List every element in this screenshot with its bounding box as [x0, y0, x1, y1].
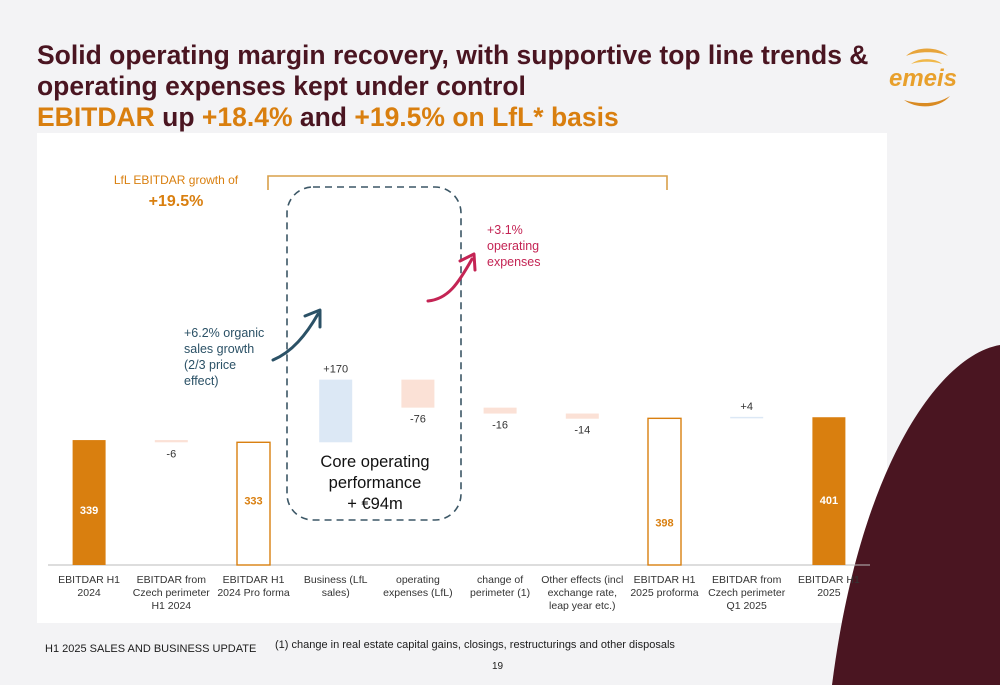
core-performance-box	[286, 186, 462, 521]
category-label-7: Other effects (incl	[541, 574, 623, 586]
title-ebitdar: EBITDAR	[37, 102, 155, 132]
bar-label-3: 333	[244, 495, 262, 507]
bar-2	[154, 440, 188, 443]
opex-growth-arrow	[426, 257, 474, 303]
category-label-8: 2025 proforma	[630, 587, 698, 599]
organic-growth-text: effect)	[184, 374, 219, 388]
bar-label-1: 339	[80, 505, 98, 517]
category-label-5: expenses (LfL)	[383, 587, 452, 599]
category-label-5: operating	[396, 574, 440, 586]
lfl-bracket	[267, 175, 668, 190]
bar-1	[72, 440, 106, 565]
bar-5	[401, 379, 435, 408]
bar-9	[730, 416, 764, 419]
bar-label-5: -76	[410, 414, 426, 426]
bar-6	[483, 407, 517, 414]
core-performance-text: performance	[329, 474, 422, 492]
logo-arc-bottom	[904, 96, 950, 107]
organic-growth-text: +6.2% organic	[184, 326, 264, 340]
bar-label-6: -16	[492, 420, 508, 432]
corner-decoration	[832, 345, 1000, 685]
organic-growth-arrow	[271, 312, 320, 362]
core-performance-text: Core operating	[320, 453, 429, 471]
footnote: (1) change in real estate capital gains,…	[275, 639, 675, 651]
title-up: up	[154, 102, 202, 132]
category-label-2: EBITDAR from	[137, 574, 207, 586]
category-label-4: Business (LfL	[304, 574, 368, 586]
bar-8	[647, 417, 682, 566]
opex-growth-text: expenses	[487, 255, 541, 269]
bar-7	[565, 413, 599, 419]
core-performance-text: + €94m	[347, 495, 403, 513]
opex-growth-text: operating	[487, 239, 539, 253]
opex-growth-text: +3.1%	[487, 223, 523, 237]
category-label-3: 2024 Pro forma	[217, 587, 290, 599]
lfl-value: +19.5%	[149, 193, 204, 210]
emeis-logo: emeis	[889, 48, 957, 107]
category-label-9: EBITDAR from	[712, 574, 782, 586]
title-lfl-growth: +19.5% on LfL* basis	[354, 102, 619, 132]
title-growth: +18.4%	[201, 102, 293, 132]
category-label-9: Czech perimeter	[708, 587, 786, 599]
bar-3	[236, 441, 271, 566]
category-label-7: exchange rate,	[548, 587, 617, 599]
organic-arrow-head	[303, 308, 322, 329]
bar-4	[319, 379, 353, 443]
category-label-7: leap year etc.)	[549, 600, 616, 612]
lfl-label: LfL EBITDAR growth of	[114, 173, 239, 187]
category-label-9: Q1 2025	[727, 600, 767, 612]
category-label-10: EBITDAR H1	[798, 574, 860, 586]
title-line-1: Solid operating margin recovery, with su…	[37, 40, 869, 70]
category-label-4: sales)	[322, 587, 350, 599]
logo-arc-mid	[911, 59, 942, 64]
organic-growth-text: sales growth	[184, 342, 254, 356]
logo-arc-top	[906, 48, 948, 56]
title-and: and	[292, 102, 355, 132]
opex-arrow-head	[458, 252, 477, 272]
footer-label: H1 2025 SALES AND BUSINESS UPDATE	[45, 643, 257, 655]
chart-panel	[37, 133, 887, 623]
bar-label-9: +4	[740, 401, 753, 413]
category-label-6: change of	[477, 574, 523, 586]
bar-label-4: +170	[323, 364, 348, 376]
category-label-2: H1 2024	[151, 600, 191, 612]
bar-label-2: -6	[166, 448, 176, 460]
category-label-1: 2024	[77, 587, 101, 599]
bar-label-8: 398	[655, 517, 673, 529]
bar-label-7: -14	[574, 425, 590, 437]
category-label-3: EBITDAR H1	[223, 574, 285, 586]
bar-10	[812, 417, 846, 565]
organic-growth-text: (2/3 price	[184, 358, 236, 372]
title-line-3: EBITDAR up +18.4% and +19.5% on LfL* bas…	[37, 102, 897, 133]
page-number: 19	[492, 661, 504, 672]
category-label-6: perimeter (1)	[470, 587, 530, 599]
bar-label-10: 401	[820, 495, 838, 507]
category-label-10: 2025	[817, 587, 841, 599]
logo-text: emeis	[889, 65, 957, 92]
category-label-2: Czech perimeter	[133, 587, 211, 599]
category-label-8: EBITDAR H1	[634, 574, 696, 586]
title-line-2: operating expenses kept under control	[37, 71, 526, 101]
slide-title: Solid operating margin recovery, with su…	[37, 40, 897, 133]
category-label-1: EBITDAR H1	[58, 574, 120, 586]
